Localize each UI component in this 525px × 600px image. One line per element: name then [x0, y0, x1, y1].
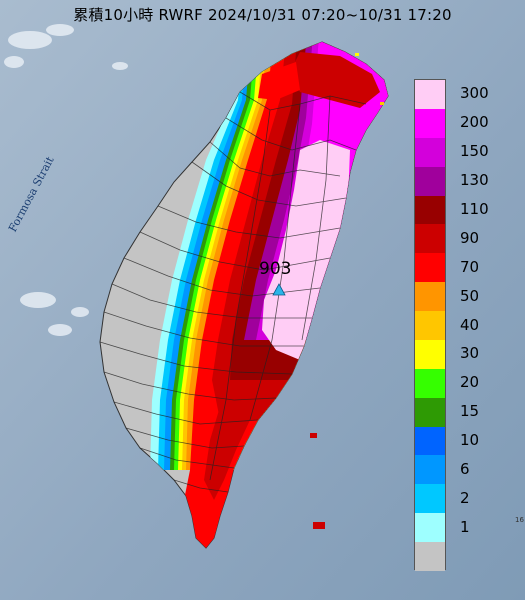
legend-swatch [415, 253, 445, 283]
legend-swatch [415, 542, 445, 571]
legend-label: 90 [460, 228, 480, 247]
map-title: 累積10小時 RWRF 2024/10/31 07:20~10/31 17:20 [73, 6, 452, 24]
turtle-island [380, 102, 384, 105]
legend-swatch [415, 224, 445, 254]
legend-swatch [415, 426, 445, 456]
legend-swatch [415, 368, 445, 398]
legend-label: 1 [460, 517, 470, 536]
legend-label: 30 [460, 344, 480, 363]
legend-label: 200 [460, 113, 489, 132]
legend-swatch [415, 195, 445, 225]
boundary-lines [99, 91, 367, 493]
legend-swatch [415, 311, 445, 340]
legend-label: 150 [460, 142, 489, 161]
legend-label: 300 [460, 84, 489, 103]
legend-label: 110 [460, 199, 489, 218]
legend-swatch [415, 108, 445, 138]
cloud-patches [4, 24, 128, 336]
peak-marker-icon [272, 283, 286, 296]
legend-swatch [415, 513, 445, 542]
legend-label: 15 [460, 402, 480, 421]
orchid-island [313, 522, 325, 529]
legend-label: 70 [460, 257, 480, 276]
legend-swatch [415, 166, 445, 196]
northeast-islet [355, 53, 359, 56]
color-legend [414, 79, 446, 571]
legend-label: 20 [460, 373, 480, 392]
green-island [310, 433, 317, 438]
legend-swatch [415, 339, 445, 369]
legend-label: 40 [460, 315, 480, 334]
edge-fragment-label: 16 [515, 516, 524, 524]
legend-label: 50 [460, 286, 480, 305]
legend-swatch [415, 80, 445, 109]
legend-swatch [415, 455, 445, 485]
legend-label: 10 [460, 431, 480, 450]
legend-swatch [415, 397, 445, 427]
legend-swatch [415, 137, 445, 167]
legend-label: 6 [460, 459, 470, 478]
legend-label: 130 [460, 171, 489, 190]
legend-swatch [415, 282, 445, 311]
legend-label: 2 [460, 488, 470, 507]
legend-swatch [415, 484, 445, 514]
peak-value-label: 903 [259, 259, 292, 279]
